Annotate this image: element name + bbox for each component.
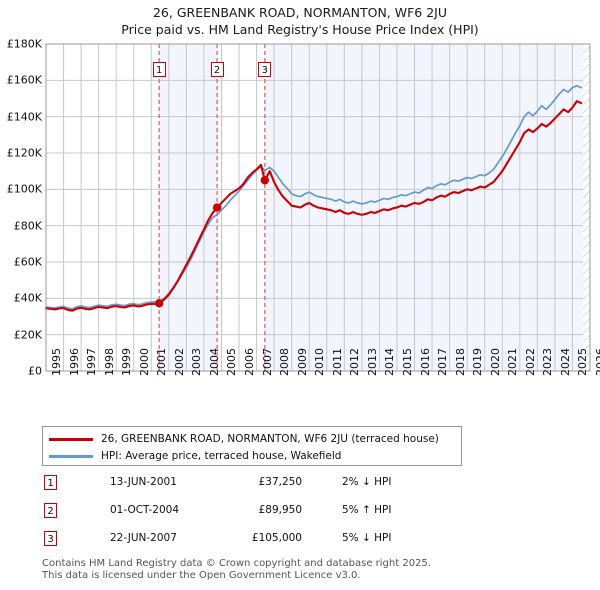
x-axis-tick-label: 2006 <box>243 348 257 376</box>
transaction-index-badge: 1 <box>44 475 57 490</box>
x-axis-tick-label: 1996 <box>67 348 81 376</box>
y-axis-tick-label: £80K <box>13 219 42 233</box>
x-axis-tick-label: 2017 <box>436 348 450 376</box>
x-axis-labels: 1995 1996 1997 1998 1999 2000 2001 2002 2003 2004… <box>50 348 600 376</box>
x-axis-tick-label: 2008 <box>278 348 292 376</box>
y-axis-tick-label: £120K <box>6 146 42 160</box>
x-axis-tick-label: 2012 <box>348 348 362 376</box>
x-axis-tick-label: 2020 <box>488 348 502 376</box>
x-axis-tick-label: 2001 <box>155 348 169 376</box>
transaction-date: 13-JUN-2001 <box>110 476 177 488</box>
footer-line-1: Contains HM Land Registry data © Crown c… <box>42 558 431 569</box>
x-axis-tick-label: 2011 <box>330 348 344 376</box>
y-axis-labels: £0 £20K £40K £60K £80K £100K £120K £140K £160K £1… <box>0 0 42 420</box>
x-axis-tick-label: 2007 <box>260 348 274 376</box>
x-axis-tick-label: 2015 <box>400 348 414 376</box>
x-axis-tick-label: 1997 <box>85 348 99 376</box>
title-block: 26, GREENBANK ROAD, NORMANTON, WF6 2JU P… <box>0 4 600 38</box>
event-marker-2[interactable]: 2 <box>210 62 224 77</box>
x-axis-tick-label: 1999 <box>120 348 134 376</box>
transaction-price: £89,950 <box>258 504 302 516</box>
y-axis-tick-label: £0 <box>28 364 42 378</box>
x-axis-tick-label: 2022 <box>523 348 537 376</box>
page-title: 26, GREENBANK ROAD, NORMANTON, WF6 2JU <box>152 5 448 20</box>
x-axis-tick-label: 2004 <box>207 348 221 376</box>
y-axis-tick-label: £140K <box>6 110 42 124</box>
x-axis-tick-label: 2019 <box>471 348 485 376</box>
x-axis-tick-label: 2000 <box>137 348 151 376</box>
transaction-price: £105,000 <box>251 532 302 544</box>
event-marker-3[interactable]: 3 <box>258 62 272 77</box>
chart-legend: 26, GREENBANK ROAD, NORMANTON, WF6 2JU (… <box>42 426 462 466</box>
x-axis-tick-label: 2010 <box>313 348 327 376</box>
legend-label: HPI: Average price, terraced house, Wake… <box>101 450 342 462</box>
x-axis-tick-label: 2026 <box>594 348 600 376</box>
x-axis-tick-label: 2024 <box>558 348 572 376</box>
y-axis-tick-label: £60K <box>13 255 42 269</box>
x-axis-tick-label: 2023 <box>541 348 555 376</box>
transaction-index-badge: 2 <box>44 503 57 518</box>
y-axis-tick-label: £160K <box>6 73 42 87</box>
transactions-table: 1 13-JUN-2001 £37,250 2% ↓ HPI 2 01-OCT-2004 £… <box>42 472 472 556</box>
legend-color-swatch <box>49 455 93 458</box>
x-axis-tick-label: 2013 <box>365 348 379 376</box>
legend-color-swatch <box>49 438 93 441</box>
y-axis-tick-label: £180K <box>6 37 42 51</box>
y-axis-tick-label: £40K <box>13 291 42 305</box>
x-axis-tick-label: 2018 <box>453 348 467 376</box>
x-axis-tick-label: 2005 <box>225 348 239 376</box>
transaction-hpi-delta: 5% ↓ HPI <box>342 532 392 544</box>
x-axis-tick-label: 1998 <box>102 348 116 376</box>
y-axis-tick-label: £20K <box>13 328 42 342</box>
legend-label: 26, GREENBANK ROAD, NORMANTON, WF6 2JU (… <box>101 433 439 445</box>
page-subtitle: Price paid vs. HM Land Registry's House … <box>121 22 479 37</box>
footer-attribution: Contains HM Land Registry data © Crown c… <box>42 558 562 582</box>
transaction-hpi-delta: 5% ↑ HPI <box>342 504 392 516</box>
x-axis-tick-label: 2003 <box>190 348 204 376</box>
x-axis-tick-label: 2021 <box>506 348 520 376</box>
transaction-index-badge: 3 <box>44 531 57 546</box>
price-history-chart: £0 £20K £40K £60K £80K £100K £120K £140K £160K £1… <box>0 0 600 420</box>
y-axis-tick-label: £100K <box>6 182 42 196</box>
table-row[interactable]: 3 22-JUN-2007 £105,000 5% ↓ HPI <box>42 528 472 556</box>
legend-item: HPI: Average price, terraced house, Wake… <box>49 447 457 465</box>
chart-svg <box>44 43 591 372</box>
x-axis-tick-label: 2014 <box>383 348 397 376</box>
x-axis-tick-label: 2002 <box>172 348 186 376</box>
x-axis-tick-label: 2009 <box>295 348 309 376</box>
transaction-hpi-delta: 2% ↓ HPI <box>342 476 392 488</box>
transaction-date: 01-OCT-2004 <box>110 504 179 516</box>
legend-item: 26, GREENBANK ROAD, NORMANTON, WF6 2JU (… <box>49 430 457 448</box>
footer-line-2: This data is licensed under the Open Gov… <box>42 570 361 581</box>
x-axis-tick-label: 2016 <box>418 348 432 376</box>
x-axis-tick-label: 1995 <box>50 348 63 376</box>
transaction-price: £37,250 <box>258 476 302 488</box>
table-row[interactable]: 2 01-OCT-2004 £89,950 5% ↑ HPI <box>42 500 472 528</box>
transaction-date: 22-JUN-2007 <box>110 532 177 544</box>
x-axis-tick-label: 2025 <box>576 348 590 376</box>
table-row[interactable]: 1 13-JUN-2001 £37,250 2% ↓ HPI <box>42 472 472 500</box>
event-marker-1[interactable]: 1 <box>152 62 166 77</box>
